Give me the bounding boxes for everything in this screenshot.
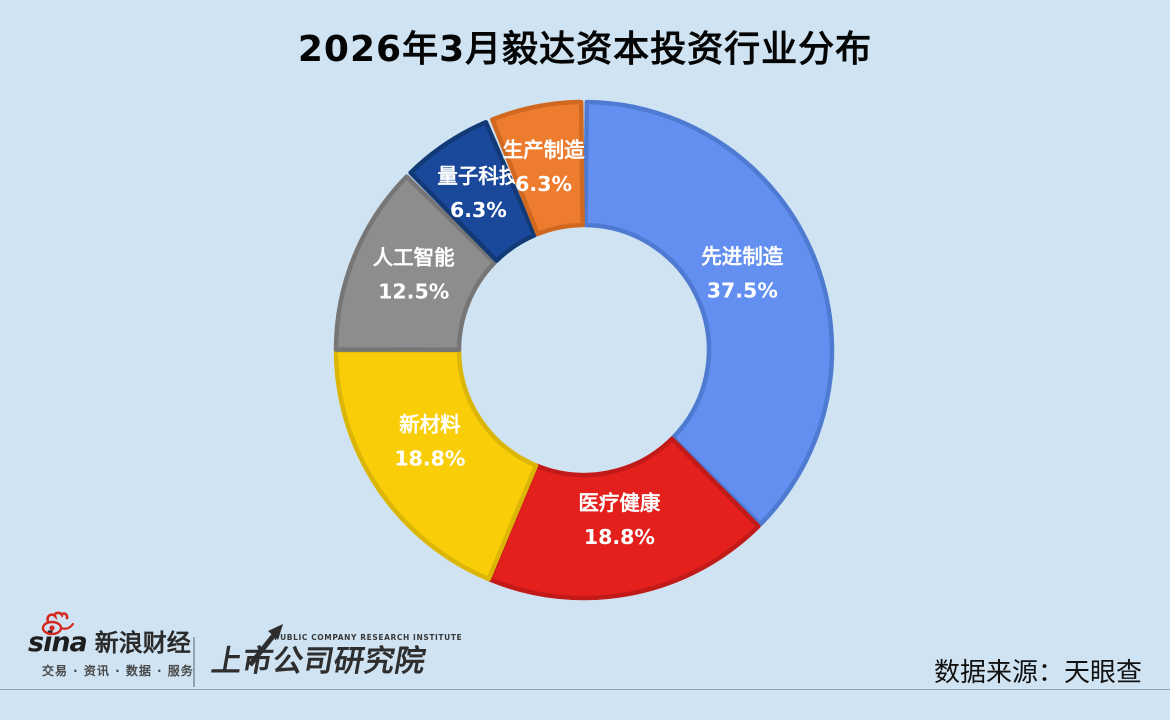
pie-segment-4 xyxy=(333,174,497,353)
footer-divider-line xyxy=(0,689,1170,690)
segment-percent-2: 18.8% xyxy=(584,525,655,549)
sina-tagline: 交易 · 资讯 · 数据 · 服务 xyxy=(42,663,194,678)
pie-segment-3 xyxy=(333,347,539,582)
sina-finance-logo[interactable]: sina 新浪财经 交易 · 资讯 · 数据 · 服务 xyxy=(28,611,194,679)
sina-eye-icon xyxy=(40,611,75,641)
research-institute-logo[interactable]: PUBLIC COMPANY RESEARCH INSTITUTE 上市公司研究… xyxy=(209,624,463,680)
segment-label-5: 量子科技 xyxy=(437,164,519,188)
segment-percent-3: 18.8% xyxy=(394,447,465,471)
segment-percent-5: 6.3% xyxy=(450,198,507,222)
segment-label-1: 先进制造 xyxy=(701,245,783,269)
arrow-icon xyxy=(246,623,286,673)
pie-segment-6 xyxy=(490,99,585,237)
pie-segment-2 xyxy=(487,436,761,601)
institute-name: 上市公司研究院 xyxy=(209,644,429,679)
pie-segment-1 xyxy=(583,99,835,527)
segment-percent-4: 12.5% xyxy=(378,280,449,304)
page-title: 2026年3月毅达资本投资行业分布 xyxy=(297,29,873,70)
segment-label-2: 医疗健康 xyxy=(578,491,660,515)
sina-finance-name: 新浪财经 xyxy=(94,628,191,657)
segment-percent-1: 37.5% xyxy=(707,279,778,303)
segment-label-4: 人工智能 xyxy=(373,246,455,270)
segment-percent-6: 6.3% xyxy=(515,172,572,196)
pie-segment-5 xyxy=(408,119,537,263)
data-source-text: 数据来源：天眼查 xyxy=(933,658,1142,688)
segment-label-3: 新材料 xyxy=(399,413,461,437)
segment-label-6: 生产制造 xyxy=(503,138,585,162)
institute-english-name: PUBLIC COMPANY RESEARCH INSTITUTE xyxy=(274,633,463,642)
logo-divider xyxy=(193,637,195,687)
